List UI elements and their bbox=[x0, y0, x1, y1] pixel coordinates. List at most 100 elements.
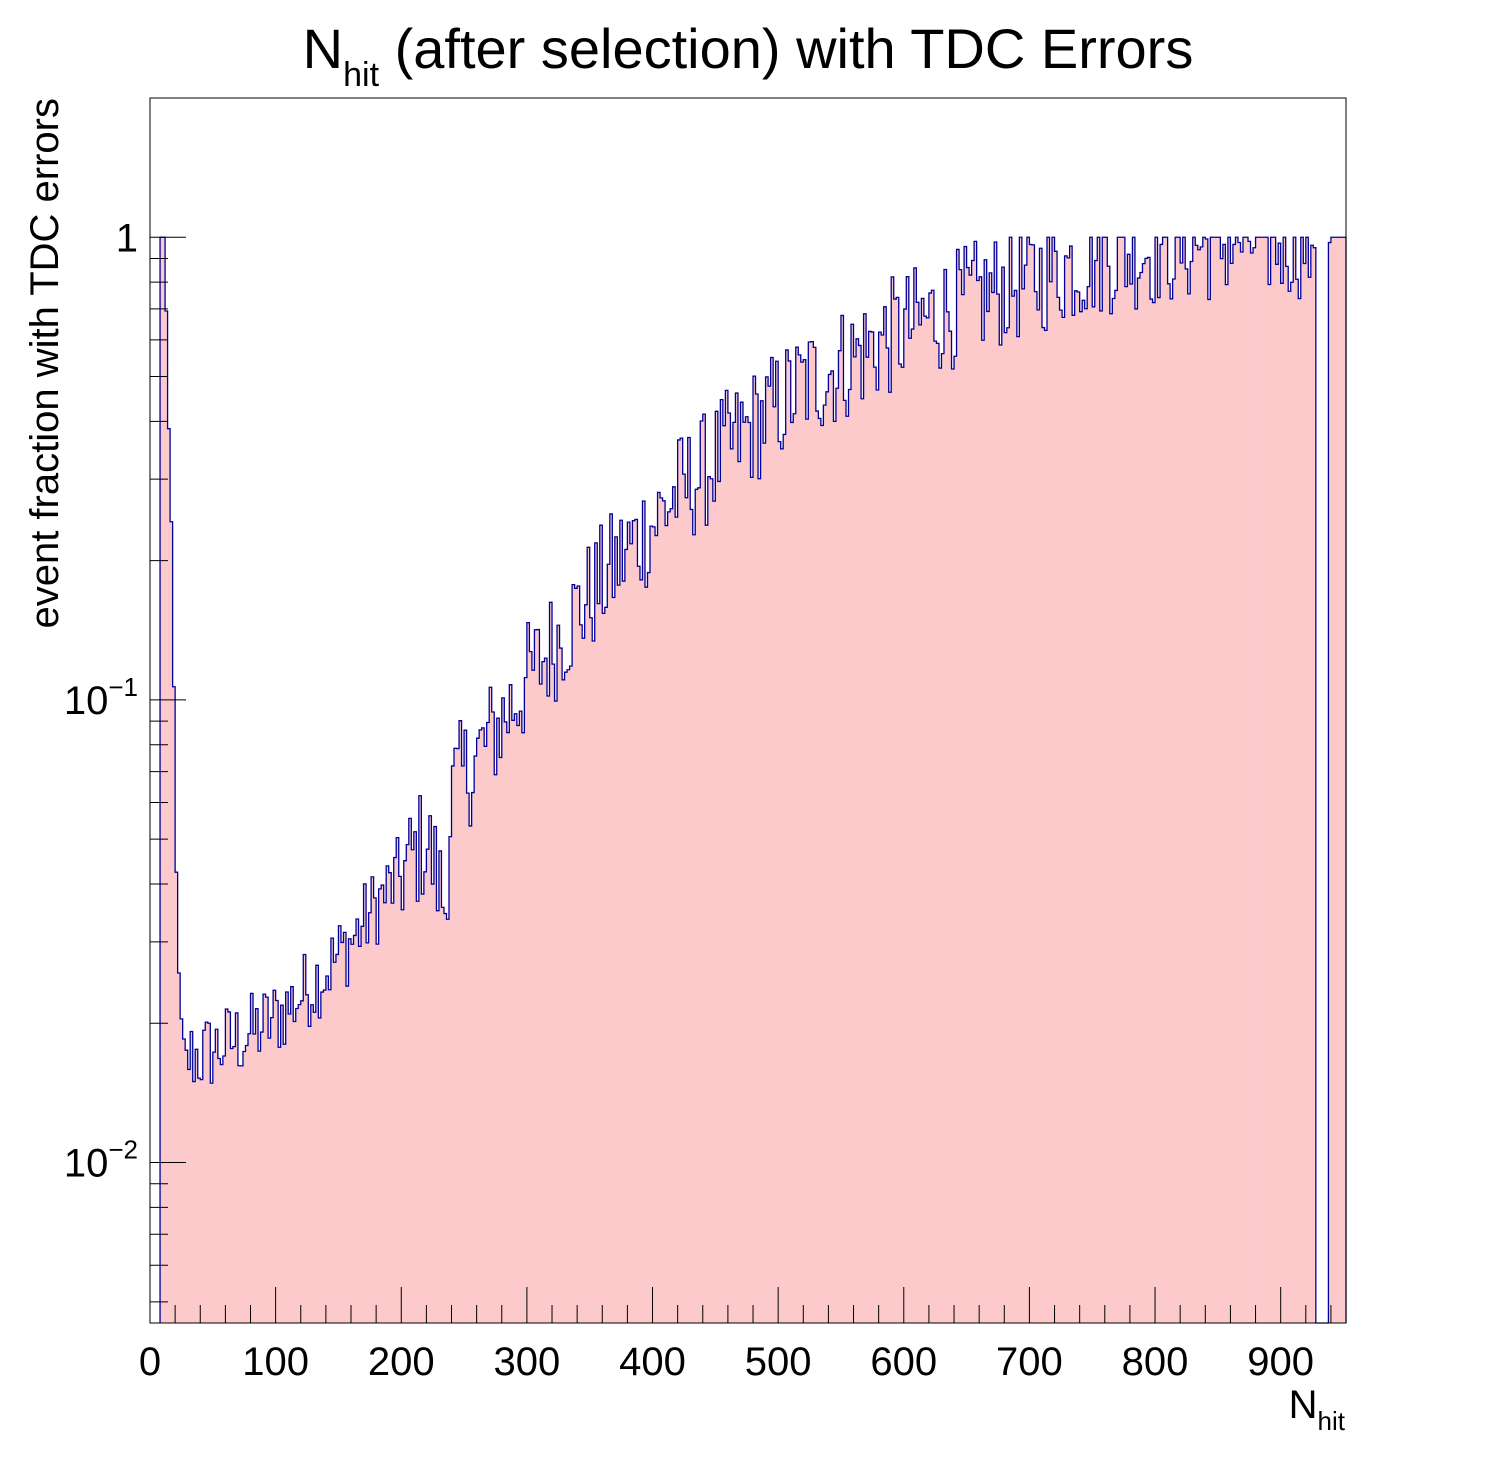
histogram-bin bbox=[986, 311, 990, 1323]
histogram-bin bbox=[514, 713, 518, 1323]
histogram-bin bbox=[1330, 237, 1334, 1324]
histogram-bin bbox=[805, 419, 809, 1323]
histogram-bin bbox=[1077, 292, 1081, 1323]
histogram-bin bbox=[549, 602, 553, 1323]
histogram-bin bbox=[582, 638, 586, 1323]
histogram-bin bbox=[340, 942, 344, 1323]
histogram-bin bbox=[449, 836, 452, 1323]
histogram-bin bbox=[650, 526, 653, 1323]
histogram-bin bbox=[825, 391, 829, 1323]
histogram-bin bbox=[1310, 245, 1314, 1324]
histogram-bin bbox=[1054, 251, 1058, 1323]
histogram-bin bbox=[657, 492, 661, 1324]
histogram-bin bbox=[333, 962, 337, 1323]
histogram-bin bbox=[665, 525, 668, 1323]
x-axis-label: Nhit bbox=[1289, 1383, 1346, 1436]
histogram-bin bbox=[1062, 317, 1065, 1323]
histogram-bin bbox=[1182, 237, 1186, 1324]
histogram-bin bbox=[225, 1009, 229, 1323]
histogram-bin bbox=[1285, 266, 1289, 1323]
histogram-bin bbox=[320, 992, 324, 1323]
histogram-bin bbox=[1283, 237, 1287, 1324]
histogram-bin bbox=[376, 944, 380, 1323]
histogram-bin bbox=[1205, 239, 1209, 1323]
histogram-bin bbox=[732, 422, 736, 1323]
histogram-bin bbox=[644, 587, 648, 1323]
histogram-bin bbox=[464, 730, 467, 1323]
histogram-bin bbox=[1263, 237, 1266, 1324]
histogram-bin bbox=[1117, 237, 1121, 1324]
histogram-bin bbox=[597, 603, 601, 1323]
histogram-bin bbox=[883, 306, 887, 1323]
histogram-bin bbox=[237, 1065, 241, 1323]
histogram-bin bbox=[956, 249, 960, 1323]
histogram-bin bbox=[167, 428, 171, 1323]
histogram-bin bbox=[813, 347, 817, 1324]
histogram-bin bbox=[1067, 257, 1071, 1323]
histogram-bin bbox=[1260, 237, 1264, 1324]
histogram-bin bbox=[504, 721, 508, 1323]
histogram-bin bbox=[567, 669, 571, 1323]
histogram-bin bbox=[856, 338, 859, 1323]
histogram-bin bbox=[1303, 263, 1307, 1324]
histogram-bin bbox=[1031, 244, 1035, 1324]
histogram-bin bbox=[519, 711, 523, 1323]
histogram-bin bbox=[315, 965, 319, 1323]
histogram-bin bbox=[785, 349, 789, 1323]
histogram-bin bbox=[187, 1069, 191, 1323]
histogram-bin bbox=[614, 536, 618, 1323]
histogram-bin bbox=[911, 329, 915, 1324]
histogram-bin bbox=[388, 872, 392, 1323]
histogram-bin bbox=[433, 826, 437, 1323]
histogram-bin bbox=[295, 1008, 299, 1323]
histogram-bin bbox=[489, 687, 493, 1323]
histogram-bin bbox=[675, 517, 679, 1323]
histogram-bin bbox=[745, 416, 749, 1323]
histogram-bin bbox=[692, 534, 696, 1323]
histogram-bin bbox=[1052, 237, 1055, 1324]
histogram-bin bbox=[954, 356, 957, 1323]
histogram-bin bbox=[1175, 237, 1179, 1324]
histogram-bin bbox=[1039, 248, 1043, 1324]
histogram-bin bbox=[783, 434, 787, 1324]
histogram-bin bbox=[220, 1064, 224, 1323]
x-tick-label: 600 bbox=[870, 1340, 937, 1384]
histogram-bin bbox=[245, 1045, 249, 1323]
histogram-bin bbox=[1237, 242, 1241, 1324]
histogram-bin bbox=[1185, 268, 1189, 1323]
histogram-bin bbox=[1190, 261, 1194, 1324]
histogram-bin bbox=[592, 641, 596, 1323]
histogram-bin bbox=[845, 416, 849, 1323]
histogram-bin bbox=[330, 938, 334, 1323]
histogram-bin bbox=[803, 359, 807, 1323]
histogram-bin bbox=[647, 572, 651, 1323]
histogram-bin bbox=[572, 584, 576, 1323]
histogram-bin bbox=[1016, 336, 1020, 1323]
histogram-bin bbox=[511, 720, 515, 1323]
histogram-bin bbox=[451, 765, 455, 1323]
histogram-bin bbox=[529, 651, 533, 1323]
histogram-bin bbox=[1195, 245, 1199, 1324]
histogram-bin bbox=[959, 269, 962, 1323]
histogram-bin bbox=[996, 294, 1000, 1324]
y-tick-label: 10−2 bbox=[64, 1135, 138, 1186]
histogram-bin bbox=[227, 1011, 231, 1323]
histogram-bin bbox=[707, 476, 711, 1323]
histogram-bin bbox=[687, 437, 691, 1324]
histogram-bin bbox=[351, 944, 354, 1323]
histogram-bin bbox=[574, 588, 578, 1323]
histogram-bin bbox=[1139, 272, 1143, 1324]
histogram-bin bbox=[906, 276, 910, 1323]
histogram-bin bbox=[436, 910, 440, 1323]
histogram-bin bbox=[263, 994, 266, 1323]
histogram-bin bbox=[1328, 242, 1332, 1323]
histogram-bin bbox=[172, 686, 176, 1323]
histogram-bin bbox=[258, 1051, 261, 1323]
histogram-bin bbox=[602, 613, 606, 1323]
histogram-bin bbox=[559, 648, 563, 1323]
histogram-bin bbox=[1202, 237, 1206, 1324]
histogram-bin bbox=[1160, 244, 1163, 1323]
histogram-bin bbox=[1082, 300, 1086, 1323]
histogram-bin bbox=[931, 290, 935, 1323]
histogram-bin bbox=[335, 954, 339, 1323]
